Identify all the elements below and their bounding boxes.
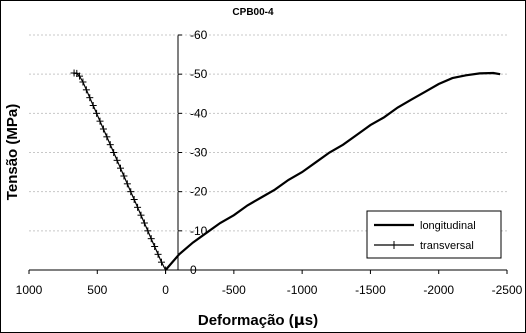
y-tick-label: -30 bbox=[190, 146, 208, 160]
point-marker-transversal bbox=[82, 86, 90, 94]
chart-title: CPB00-4 bbox=[232, 7, 274, 18]
x-tick-label: 500 bbox=[87, 283, 107, 297]
point-marker-transversal bbox=[99, 125, 107, 133]
series-line-transversal bbox=[74, 72, 167, 271]
point-marker-transversal bbox=[151, 243, 159, 250]
x-axis-label: Deformação (μs) bbox=[198, 311, 318, 329]
point-marker-transversal bbox=[117, 164, 125, 172]
point-marker-transversal bbox=[70, 69, 78, 77]
y-tick-label: 0 bbox=[190, 263, 197, 277]
series-line-longitudinal bbox=[164, 71, 501, 271]
point-marker-transversal bbox=[140, 219, 148, 227]
x-tick-label: 1000 bbox=[16, 283, 43, 297]
point-marker-transversal bbox=[130, 196, 138, 203]
point-marker-transversal bbox=[157, 258, 165, 266]
x-axis-label-mu: μ bbox=[294, 311, 305, 329]
point-marker-transversal bbox=[89, 102, 97, 109]
point-marker-transversal bbox=[106, 141, 114, 149]
x-tick-label: 0 bbox=[162, 283, 169, 297]
point-marker-transversal bbox=[86, 94, 94, 102]
x-tick-label: -2000 bbox=[423, 283, 454, 297]
point-marker-transversal bbox=[127, 188, 135, 196]
legend: longitudinal transversal bbox=[366, 210, 502, 259]
point-marker-transversal bbox=[123, 180, 131, 188]
y-axis-label: Tensão (MPa) bbox=[4, 104, 21, 200]
point-marker-transversal bbox=[147, 235, 155, 243]
x-tick-label: -2500 bbox=[492, 283, 523, 297]
point-marker-transversal bbox=[120, 172, 128, 180]
x-tick-label: -1500 bbox=[355, 283, 386, 297]
point-marker-transversal bbox=[137, 211, 145, 219]
x-axis-label-suffix: s) bbox=[305, 312, 318, 329]
point-marker-transversal bbox=[154, 250, 162, 258]
y-tick-label: -20 bbox=[190, 185, 208, 199]
y-tick-label: -40 bbox=[190, 106, 208, 120]
x-tick-label: -1000 bbox=[287, 283, 318, 297]
x-tick-label: -500 bbox=[222, 283, 246, 297]
point-marker-transversal bbox=[79, 78, 87, 86]
point-marker-transversal bbox=[134, 203, 142, 211]
point-marker-transversal bbox=[162, 266, 170, 274]
series-layer bbox=[70, 69, 501, 274]
x-axis-label-prefix: Deformação ( bbox=[198, 312, 294, 329]
legend-label-longitudinal: longitudinal bbox=[420, 220, 476, 232]
point-marker-transversal bbox=[96, 117, 104, 125]
point-marker-transversal bbox=[144, 227, 152, 235]
y-tick-label: -50 bbox=[190, 67, 208, 81]
y-tick-label: -10 bbox=[190, 224, 208, 238]
legend-label-transversal: transversal bbox=[420, 240, 474, 252]
point-marker-transversal bbox=[113, 156, 121, 164]
point-marker-transversal bbox=[93, 109, 101, 117]
plot-area: 1000 500 0 -500 -1000 -1500 -2000 -2500 0 -10 -20… bbox=[16, 28, 523, 297]
point-marker-transversal bbox=[110, 149, 118, 156]
y-tick-label: -60 bbox=[190, 28, 208, 42]
legend-box bbox=[366, 210, 502, 259]
x-ticks: 1000 500 0 -500 -1000 -1500 -2000 -2500 bbox=[16, 270, 523, 297]
point-marker-transversal bbox=[103, 133, 111, 141]
